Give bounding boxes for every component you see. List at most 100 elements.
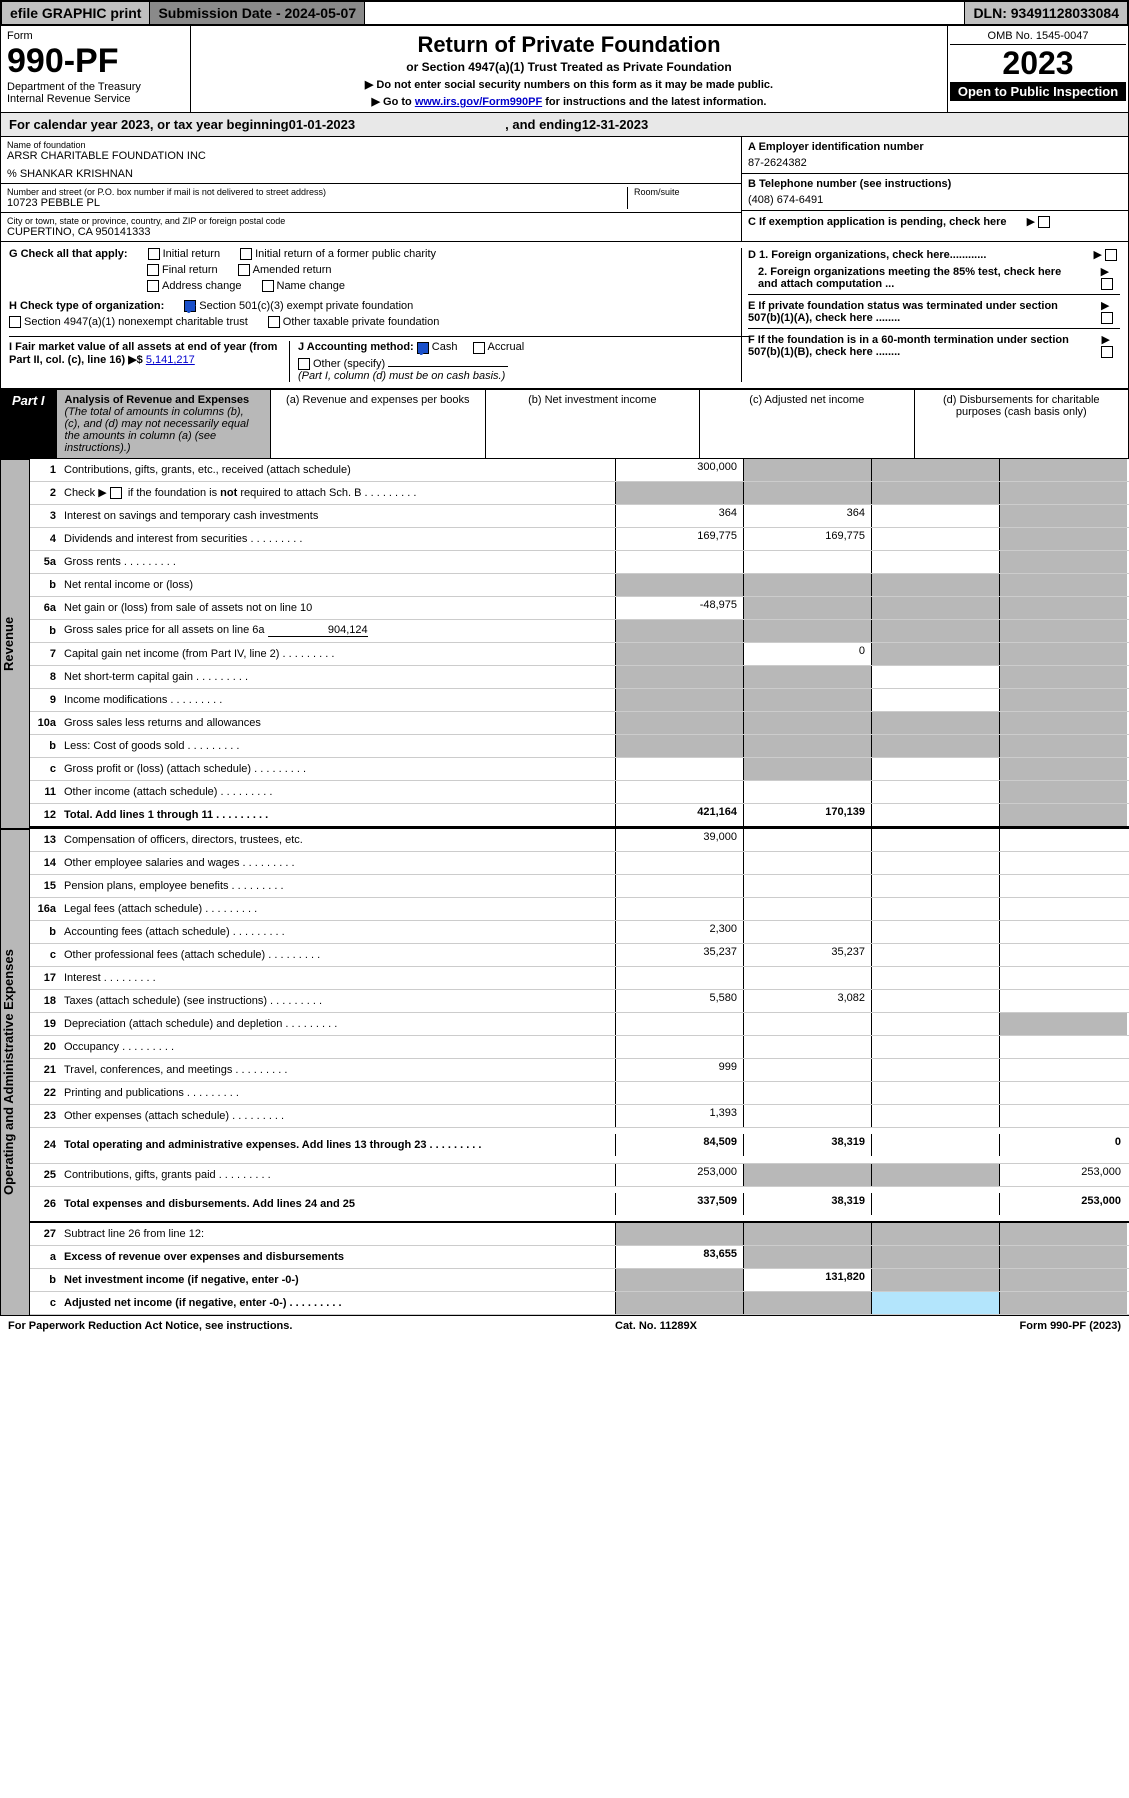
r8-b	[743, 666, 871, 688]
desc-20: Occupancy	[64, 1041, 119, 1053]
r5b-b	[743, 574, 871, 596]
form-subtitle: or Section 4947(a)(1) Trust Treated as P…	[199, 60, 939, 74]
efile-label: efile GRAPHIC print	[2, 2, 150, 24]
r15-b	[743, 875, 871, 897]
ln-22: 22	[30, 1085, 60, 1101]
g-o3b: Name change	[277, 280, 346, 292]
footer-left: For Paperwork Reduction Act Notice, see …	[8, 1320, 292, 1332]
note-1: ▶ Do not enter social security numbers o…	[199, 78, 939, 91]
desc-16a: Legal fees (attach schedule)	[64, 903, 202, 915]
r16a-d	[999, 898, 1127, 920]
r10b-c	[871, 735, 999, 757]
note2-pre: ▶ Go to	[372, 96, 415, 108]
r5a-c	[871, 551, 999, 573]
r19-b	[743, 1013, 871, 1035]
r27a-d	[999, 1246, 1127, 1268]
initial-return-cb[interactable]	[148, 248, 160, 260]
r27-d	[999, 1223, 1127, 1245]
city-value: CUPERTINO, CA 950141333	[7, 226, 735, 238]
r1-c	[871, 459, 999, 481]
r1-a: 300,000	[615, 459, 743, 481]
f-cb[interactable]	[1101, 346, 1113, 358]
g-o1b: Initial return of a former public charit…	[255, 248, 436, 260]
r21-b	[743, 1059, 871, 1081]
foundation-name: ARSR CHARITABLE FOUNDATION INC	[7, 150, 735, 162]
ein-value: 87-2624382	[748, 157, 1122, 169]
ln-27b: b	[30, 1272, 60, 1288]
ln-7: 7	[30, 646, 60, 662]
desc-27b: Net investment income (if negative, ente…	[60, 1272, 615, 1288]
entity-right: A Employer identification number 87-2624…	[741, 137, 1128, 241]
ln-19: 19	[30, 1016, 60, 1032]
j-other: Other (specify)	[313, 358, 385, 370]
r6b-c	[871, 620, 999, 642]
r4-b: 169,775	[743, 528, 871, 550]
name-change-cb[interactable]	[262, 280, 274, 292]
cal-begin: 01-01-2023	[289, 117, 356, 132]
r6b-inline: 904,124	[268, 624, 368, 637]
address-change-cb[interactable]	[147, 280, 159, 292]
other-taxable-cb[interactable]	[268, 316, 280, 328]
amended-cb[interactable]	[238, 264, 250, 276]
r9-a	[615, 689, 743, 711]
r14-a	[615, 852, 743, 874]
r17-a	[615, 967, 743, 989]
r16b-d	[999, 921, 1127, 943]
r17-b	[743, 967, 871, 989]
name-row: Name of foundation ARSR CHARITABLE FOUND…	[1, 137, 741, 184]
501c3-cb[interactable]: ✔	[184, 300, 196, 312]
header-mid: Return of Private Foundation or Section …	[191, 26, 948, 112]
d1-cb[interactable]	[1105, 249, 1117, 261]
r6a-d	[999, 597, 1127, 619]
ln-13: 13	[30, 832, 60, 848]
ln-1: 1	[30, 462, 60, 478]
r12-c	[871, 804, 999, 826]
desc-13: Compensation of officers, directors, tru…	[60, 832, 615, 848]
r5b-c	[871, 574, 999, 596]
irs-link[interactable]: www.irs.gov/Form990PF	[415, 96, 542, 108]
r20-b	[743, 1036, 871, 1058]
fmv-value[interactable]: 5,141,217	[146, 354, 195, 366]
h-o1: Section 501(c)(3) exempt private foundat…	[199, 300, 413, 312]
r4-d	[999, 528, 1127, 550]
ln-26: 26	[30, 1196, 60, 1212]
h-row: H Check type of organization: ✔Section 5…	[9, 300, 749, 312]
other-method-cb[interactable]	[298, 358, 310, 370]
desc-10c: Gross profit or (loss) (attach schedule)	[64, 763, 251, 775]
cash-cb[interactable]: ✔	[417, 342, 429, 354]
desc-14: Other employee salaries and wages	[64, 857, 239, 869]
final-return-cb[interactable]	[147, 264, 159, 276]
r25-c	[871, 1164, 999, 1186]
footer: For Paperwork Reduction Act Notice, see …	[0, 1316, 1129, 1336]
dept-2: Internal Revenue Service	[7, 93, 184, 105]
r5b-a	[615, 574, 743, 596]
footer-right: Form 990-PF (2023)	[1020, 1320, 1122, 1332]
4947-cb[interactable]	[9, 316, 21, 328]
r8-c	[871, 666, 999, 688]
revenue-side-label: Revenue	[0, 459, 30, 828]
ln-12: 12	[30, 807, 60, 823]
revenue-rows: 1Contributions, gifts, grants, etc., rec…	[30, 459, 1129, 828]
street-address: 10723 PEBBLE PL	[7, 197, 627, 209]
r16b-b	[743, 921, 871, 943]
e-cb[interactable]	[1101, 312, 1113, 324]
ln-11: 11	[30, 784, 60, 800]
r22-b	[743, 1082, 871, 1104]
i-block: I Fair market value of all assets at end…	[9, 341, 289, 381]
initial-former-cb[interactable]	[240, 248, 252, 260]
desc-6b-txt: Gross sales price for all assets on line…	[64, 624, 265, 636]
r1-d	[999, 459, 1127, 481]
r4-c	[871, 528, 999, 550]
desc-26: Total expenses and disbursements. Add li…	[60, 1196, 615, 1212]
tel-value: (408) 674-6491	[748, 194, 1122, 206]
schB-cb[interactable]	[110, 487, 122, 499]
omb-no: OMB No. 1545-0047	[950, 28, 1126, 45]
accrual-cb[interactable]	[473, 342, 485, 354]
desc-27a: Excess of revenue over expenses and disb…	[60, 1249, 615, 1265]
r3-b: 364	[743, 505, 871, 527]
d2-cb[interactable]	[1101, 278, 1113, 290]
c-checkbox[interactable]	[1038, 216, 1050, 228]
r6b-a	[615, 620, 743, 642]
ein-row: A Employer identification number 87-2624…	[742, 137, 1128, 174]
r23-d	[999, 1105, 1127, 1127]
